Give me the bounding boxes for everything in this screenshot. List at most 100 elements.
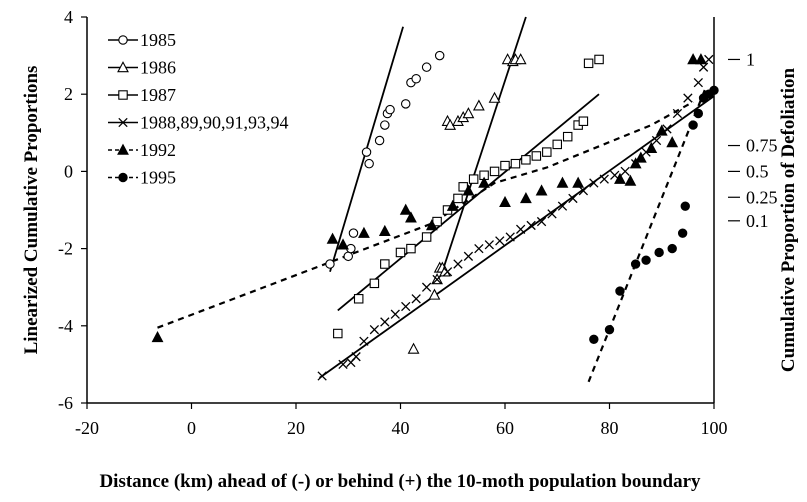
legend-marker-2 [118,90,128,100]
data-point-series-1 [462,107,475,119]
data-point-series-1 [407,342,420,354]
data-point-series-2 [542,147,552,157]
data-point-series-3 [704,54,714,65]
right-tick-label: 0.1 [746,211,769,231]
data-point-series-4 [634,151,647,163]
data-point-series-5 [693,108,704,119]
data-point-series-2 [578,116,589,126]
data-point-series-4 [614,172,626,184]
legend-marker-4 [117,143,129,155]
right-tick-label: 0.25 [746,187,778,207]
data-point-series-3 [505,232,515,242]
data-point-series-5 [604,324,615,335]
data-point-series-2 [468,174,479,184]
legend-marker-3 [118,117,128,128]
fit-line-2 [337,93,600,312]
data-point-series-3 [683,93,693,103]
data-point-series-1 [444,118,457,130]
y-tick-label: -4 [58,316,73,336]
legend: 1985 1986 1987 1988,89,90,91,93,94 1992 1995 [108,30,289,188]
y-axis-title: Linearized Cumulative Proportions [21,66,42,355]
data-point-series-4 [519,192,532,204]
data-point-series-4 [405,211,417,223]
data-point-series-3 [463,251,474,261]
data-point-series-2 [395,247,406,258]
data-point-series-4 [446,199,459,211]
data-point-series-4 [629,157,642,169]
data-point-series-0 [385,104,395,115]
data-point-series-3 [484,240,494,250]
data-point-series-5 [654,247,664,258]
data-point-series-2 [521,155,531,165]
plot-marks [151,16,719,383]
legend-label-3: 1988,89,90,91,93,94 [140,113,289,133]
y-tick-label: -2 [58,239,73,259]
data-point-series-4 [572,176,585,188]
data-point-series-1 [488,91,501,103]
data-point-series-2 [489,166,500,177]
data-point-series-0 [434,50,445,61]
fit-line-5 [587,86,708,383]
data-point-series-4 [326,232,339,244]
data-point-series-3 [599,174,609,184]
data-point-series-3 [453,259,463,269]
data-point-series-2 [333,328,343,339]
data-point-series-4 [535,184,548,196]
x-axis-title: Distance (km) ahead of (-) or behind (+)… [99,471,701,492]
x-tick-label: 60 [496,418,514,438]
data-point-series-5 [589,334,599,345]
data-point-series-3 [401,301,411,312]
data-point-series-4 [151,331,164,343]
data-point-series-2 [353,294,364,304]
data-point-series-0 [325,259,335,269]
data-point-series-0 [364,158,374,169]
data-point-series-4 [399,203,412,215]
right-tick-label: 1 [746,49,755,69]
data-point-series-3 [338,359,348,370]
data-point-series-5 [615,286,625,296]
data-point-series-1 [472,99,485,111]
data-point-series-3 [526,220,536,231]
legend-marker-0 [118,35,128,45]
data-point-series-2 [594,54,604,65]
data-point-series-4 [624,174,637,186]
data-point-series-0 [374,135,385,146]
data-point-series-3 [568,193,578,204]
x-tick-label: 40 [392,418,410,438]
data-point-series-2 [552,139,562,150]
data-point-series-4 [462,184,475,196]
data-point-series-5 [709,85,719,96]
x-tick-label: 80 [601,418,619,438]
data-point-series-0 [400,99,411,109]
data-point-series-0 [361,147,372,157]
data-point-series-2 [531,151,542,161]
data-point-series-4 [655,124,668,136]
data-point-series-2 [406,243,416,254]
data-point-series-3 [651,135,662,146]
data-point-series-4 [425,219,438,231]
data-point-series-5 [667,243,677,254]
fit-line-4 [157,100,694,329]
data-point-series-2 [369,278,380,289]
data-point-series-3 [620,166,630,177]
data-point-series-2 [562,131,573,142]
data-point-series-2 [510,158,521,169]
data-point-series-3 [411,294,421,304]
data-point-series-3 [380,317,390,327]
legend-label-4: 1992 [140,140,176,160]
data-point-series-4 [556,176,569,188]
data-point-series-2 [500,160,510,171]
x-tick-label: 100 [701,418,728,438]
data-point-series-4 [666,136,679,148]
data-point-series-5 [630,259,641,269]
data-point-series-5 [677,228,688,238]
right-axis-title: Cumulative Proportion of Defoliation [778,67,799,372]
legend-marker-5 [118,172,128,183]
data-point-series-1 [428,288,441,300]
data-point-series-2 [453,193,463,204]
data-point-series-0 [411,74,421,84]
data-point-series-4 [499,195,511,208]
data-point-series-4 [645,141,658,153]
data-point-series-4 [337,238,349,250]
fit-line-3 [318,95,715,379]
